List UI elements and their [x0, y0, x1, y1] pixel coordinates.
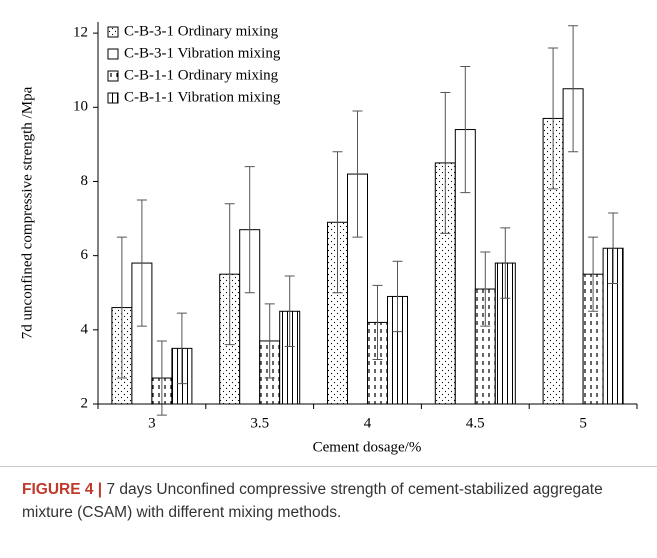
- axes: [97, 22, 637, 405]
- caption-text: 7 days Unconfined compressive strength o…: [22, 481, 603, 521]
- legend-swatch: [107, 70, 119, 82]
- x-tick-label: 4: [364, 415, 372, 431]
- y-tick-label: 2: [81, 395, 89, 411]
- y-tick-label: 12: [73, 25, 88, 41]
- chart: 7d unconfined compressive strength /Mpa …: [19, 22, 638, 455]
- error-bar: [608, 212, 619, 284]
- legend-swatch: [107, 26, 119, 38]
- error-bar: [588, 236, 599, 312]
- y-tick-label: 4: [81, 321, 89, 337]
- error-bar: [244, 166, 255, 294]
- error-bar: [548, 47, 559, 190]
- error-bar: [440, 91, 451, 234]
- y-axis-label: 7d unconfined compressive strength /Mpa: [19, 86, 35, 339]
- error-bar: [136, 199, 147, 327]
- error-bar: [116, 236, 127, 379]
- error-bar: [480, 251, 491, 327]
- error-bar: [372, 284, 383, 360]
- legend-swatch: [107, 92, 119, 104]
- error-bar: [500, 227, 511, 299]
- legend-label: C-B-1-1 Ordinary mixing: [124, 67, 279, 83]
- error-bar: [352, 110, 363, 238]
- legend-label: C-B-3-1 Ordinary mixing: [124, 23, 279, 39]
- x-tick-label: 4.5: [466, 415, 485, 431]
- error-bar: [224, 203, 235, 346]
- y-tick-label: 10: [73, 99, 88, 115]
- error-bar: [176, 312, 187, 385]
- error-bar: [392, 260, 403, 333]
- x-tick-label: 5: [579, 415, 587, 431]
- error-bar: [264, 303, 275, 379]
- y-tick-label: 6: [81, 247, 89, 263]
- x-axis-label: Cement dosage/%: [313, 439, 422, 455]
- error-bar: [460, 66, 471, 194]
- x-tick-label: 3: [148, 415, 156, 431]
- error-bar: [156, 340, 167, 416]
- legend-swatch: [107, 48, 119, 60]
- error-bar: [332, 151, 343, 294]
- caption: FIGURE 4 | 7 days Unconfined compressive…: [22, 478, 637, 524]
- separator: [0, 466, 657, 467]
- error-bar: [568, 25, 579, 153]
- legend-label: C-B-3-1 Vibration mixing: [124, 45, 281, 61]
- x-tick-label: 3.5: [250, 415, 269, 431]
- y-tick-label: 8: [81, 173, 89, 189]
- caption-label: FIGURE 4 |: [22, 481, 103, 498]
- error-bar: [284, 275, 295, 348]
- legend-label: C-B-1-1 Vibration mixing: [124, 89, 281, 105]
